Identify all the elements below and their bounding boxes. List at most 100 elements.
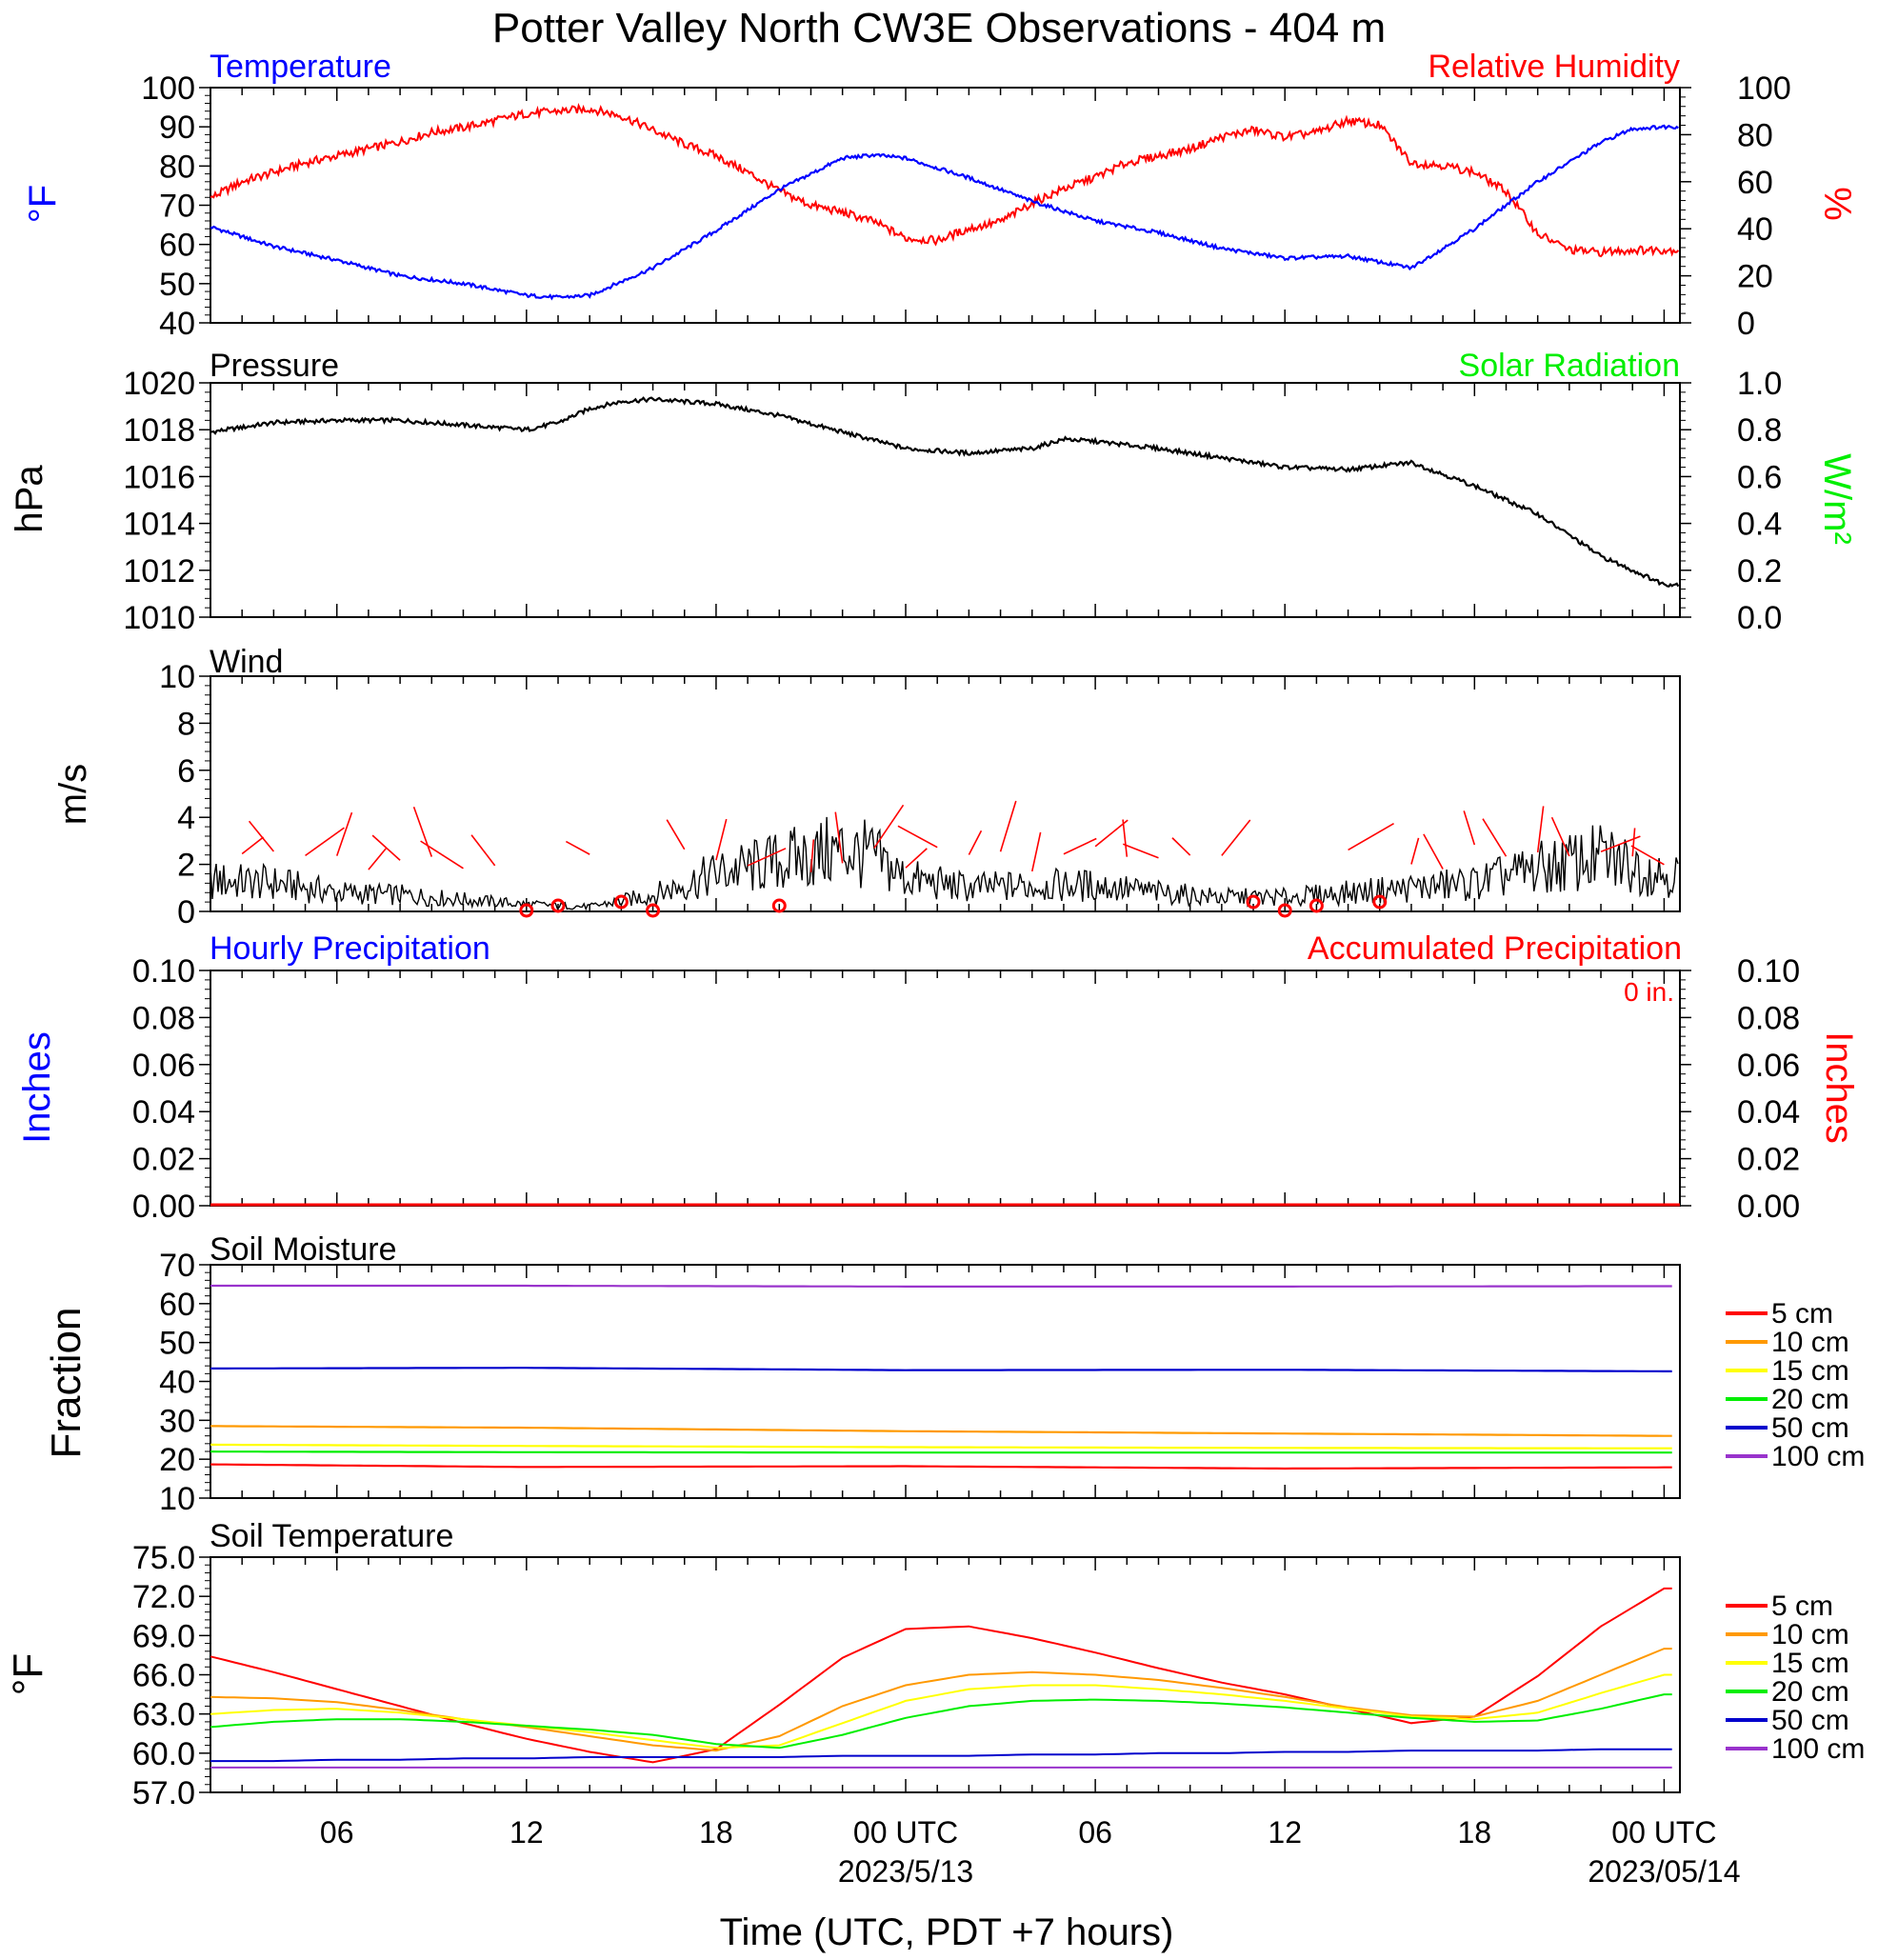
x-tick-label: 18 (1458, 1815, 1492, 1850)
hourly-precipitation-y-tick-label: 0.06 (132, 1048, 195, 1084)
soil-moisture-legend-label: 5 cm (1771, 1298, 1833, 1330)
wind-direction-mark (1094, 819, 1129, 848)
hourly-precipitation-y-tick-label: 0.10 (132, 953, 195, 990)
soil-moisture-unit-label: Fraction (43, 1308, 90, 1459)
x-date-label: 2023/5/13 (838, 1854, 973, 1889)
wind-direction-mark (1482, 818, 1508, 857)
accumulated-precipitation-y2-tick-label: 0.10 (1737, 953, 1800, 990)
hourly-precipitation-unit-label: Inches (16, 1031, 58, 1144)
solar-radiation-y2-tick-label: 0.6 (1737, 459, 1782, 495)
soil-temperature-y-tick-label: 72.0 (132, 1579, 195, 1615)
pressure-unit-label: hPa (9, 465, 50, 533)
soil-moisture-y-tick-label: 20 (159, 1442, 195, 1478)
soil-moisture-line-15cm (210, 1443, 1672, 1450)
soil-temperature-legend-label: 15 cm (1771, 1648, 1849, 1679)
wind-y-tick-label: 4 (177, 800, 195, 836)
wind-plot-frame (210, 675, 1681, 912)
precipitation-panel: Hourly Precipitation Accumulated Precipi… (16, 930, 1860, 1225)
soil-moisture-line-100cm (210, 1284, 1672, 1288)
soil-temperature-line-15cm (210, 1673, 1672, 1750)
wind-direction-mark (368, 848, 387, 870)
soil-moisture-y-tick-label: 70 (159, 1248, 195, 1284)
wind-direction-mark (1171, 837, 1191, 856)
relative-humidity-title: Relative Humidity (1428, 49, 1680, 85)
temperature-panel: Temperature Relative Humidity °F % 40 50 6… (22, 49, 1858, 342)
temperature-plot-frame (210, 87, 1681, 324)
wind-direction-mark (420, 840, 464, 870)
wind-y-tick-label: 10 (159, 659, 195, 695)
relative-humidity-unit-label: % (1816, 187, 1858, 221)
x-tick-label: 18 (699, 1815, 733, 1850)
temperature-y-tick-label: 50 (159, 267, 195, 303)
wind-direction-mark (371, 834, 401, 861)
soil-moisture-y-tick-label: 50 (159, 1326, 195, 1362)
wind-direction-mark (715, 818, 728, 861)
pressure-y-tick-label: 1012 (123, 553, 195, 590)
soil-temperature-unit-label: °F (5, 1653, 51, 1695)
accumulated-precipitation-y2-tick-label: 0.08 (1737, 1000, 1800, 1036)
accumulated-precipitation-y2-tick-label: 0.02 (1737, 1142, 1800, 1178)
wind-direction-mark (241, 836, 265, 855)
wind-direction-mark (1221, 819, 1251, 856)
soil-moisture-line-50cm (210, 1367, 1672, 1372)
wind-unit-label: m/s (52, 764, 94, 825)
solar-radiation-unit-label: W/m² (1816, 453, 1858, 545)
calm-wind-marker (550, 898, 566, 913)
soil-moisture-y-tick-label: 60 (159, 1287, 195, 1323)
wind-direction-mark (1630, 845, 1665, 866)
relative-humidity-y2-tick-label: 0 (1737, 306, 1755, 342)
soil-moisture-title: Soil Moisture (210, 1231, 397, 1268)
calm-wind-marker (1246, 894, 1261, 910)
solar-radiation-y2-tick-label: 0.0 (1737, 600, 1782, 636)
wind-direction-mark (873, 804, 905, 850)
pressure-y-tick-label: 1018 (123, 412, 195, 449)
soil-moisture-y-tick-label: 10 (159, 1481, 195, 1517)
pressure-title: Pressure (210, 348, 339, 384)
soil-temperature-y-tick-label: 63.0 (132, 1697, 195, 1733)
accumulated-precipitation-unit-label: Inches (1818, 1031, 1860, 1144)
x-tick-label: 00 UTC (1611, 1815, 1716, 1850)
solar-radiation-y2-tick-label: 1.0 (1737, 366, 1782, 402)
calm-wind-marker (646, 903, 661, 918)
accumulated-precipitation-title: Accumulated Precipitation (1308, 930, 1682, 967)
pressure-y-tick-label: 1014 (123, 507, 195, 543)
wind-y-tick-label: 0 (177, 894, 195, 930)
wind-y-tick-label: 8 (177, 706, 195, 742)
soil-temperature-title: Soil Temperature (210, 1518, 453, 1554)
time-axis: 06 12 18 00 UTC 06 12 18 00 UTC 2023/5/13 2023/05… (320, 1815, 1741, 1889)
pressure-line (210, 396, 1680, 588)
soil-temperature-y-tick-label: 60.0 (132, 1736, 195, 1772)
temperature-line (210, 124, 1679, 301)
soil-temperature-y-tick-label: 66.0 (132, 1658, 195, 1694)
soil-moisture-plot-frame (210, 1264, 1681, 1499)
calm-wind-marker (771, 898, 787, 913)
precipitation-plot-frame (210, 970, 1681, 1207)
relative-humidity-y2-tick-label: 40 (1737, 211, 1773, 248)
soil-moisture-legend-label: 10 cm (1771, 1327, 1849, 1358)
pressure-y-tick-label: 1016 (123, 459, 195, 495)
pressure-y-tick-label: 1010 (123, 600, 195, 636)
temperature-unit-label: °F (22, 185, 64, 223)
relative-humidity-y2-tick-label: 80 (1737, 117, 1773, 153)
relative-humidity-y2-tick-label: 20 (1737, 259, 1773, 295)
soil-temperature-y-tick-label: 69.0 (132, 1618, 195, 1654)
wind-panel: Wind m/s 0 2 4 6 8 10 (52, 644, 1681, 930)
soil-temperature-legend-label: 10 cm (1771, 1619, 1849, 1650)
hourly-precipitation-y-tick-label: 0.08 (132, 1000, 195, 1036)
temperature-title: Temperature (210, 49, 391, 85)
temperature-y-tick-label: 100 (141, 70, 195, 107)
x-tick-label: 00 UTC (853, 1815, 958, 1850)
soil-moisture-line-5cm (210, 1463, 1672, 1470)
wind-direction-mark (248, 820, 274, 852)
wind-direction-mark (1348, 823, 1394, 851)
temperature-y-tick-label: 70 (159, 189, 195, 225)
wind-direction-mark (968, 830, 983, 855)
x-tick-label: 06 (1078, 1815, 1112, 1850)
calm-wind-marker (1277, 903, 1292, 918)
soil-moisture-line-10cm (210, 1425, 1672, 1437)
relative-humidity-y2-tick-label: 60 (1737, 165, 1773, 201)
wind-direction-mark (1122, 843, 1159, 859)
soil-temperature-plot-frame (210, 1556, 1681, 1793)
soil-moisture-line-20cm (210, 1450, 1672, 1454)
